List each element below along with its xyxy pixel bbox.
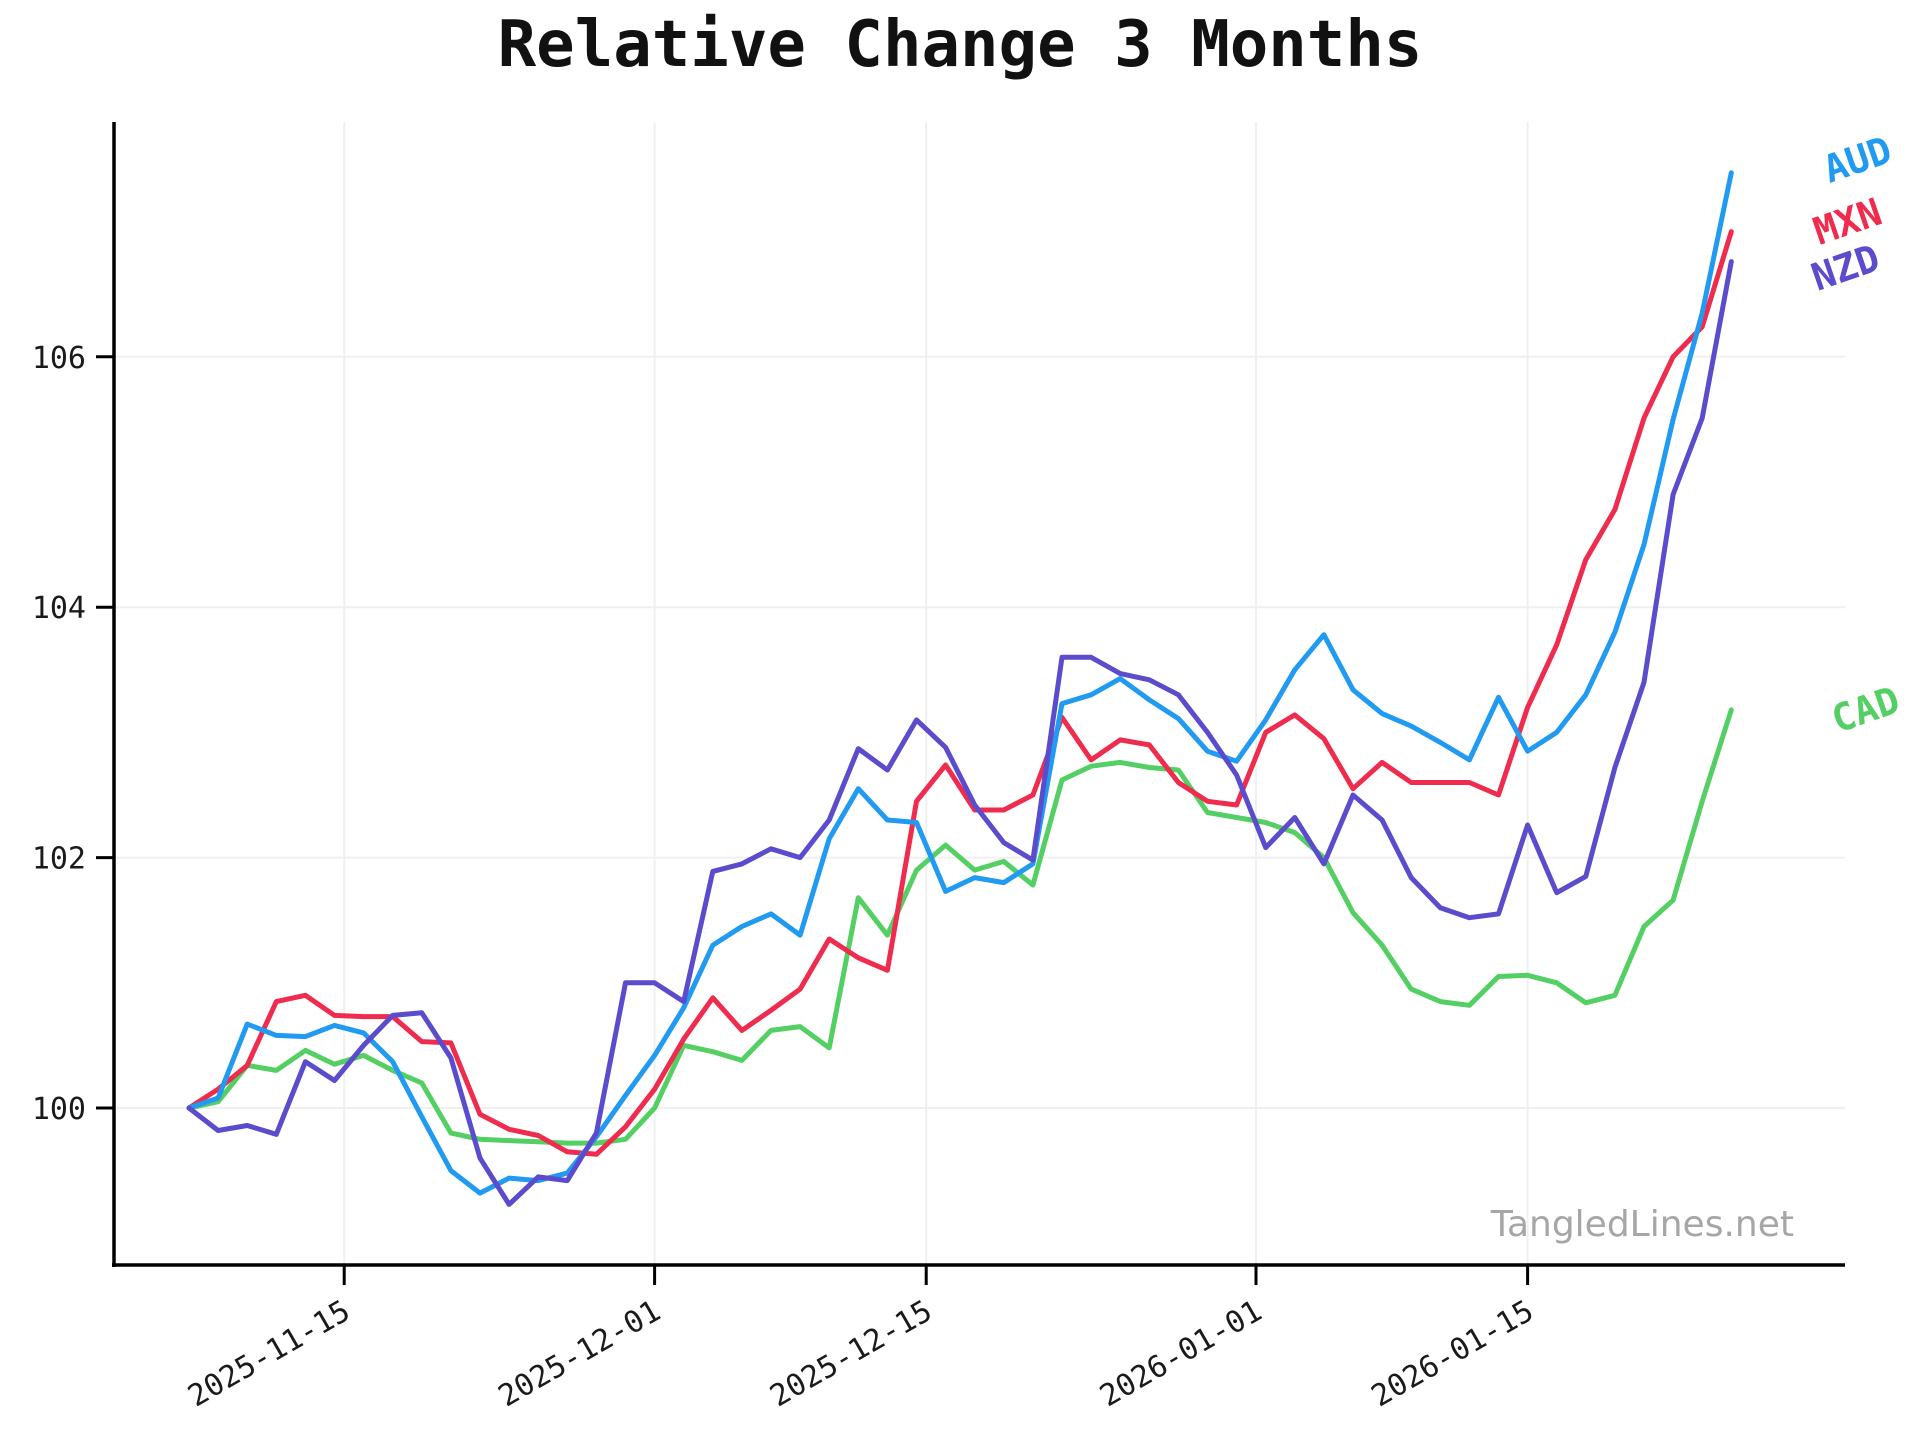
series-line-cad bbox=[186, 707, 1734, 1146]
series-line-nzd bbox=[186, 259, 1734, 1207]
x-tick-label: 2025-12-01 bbox=[493, 1294, 667, 1415]
y-tick-label: 102 bbox=[32, 842, 86, 877]
x-tick-label: 2026-01-15 bbox=[1366, 1294, 1540, 1415]
chart-title: Relative Change 3 Months bbox=[497, 8, 1423, 82]
series-line-mxn bbox=[186, 229, 1734, 1157]
x-tick-label: 2025-11-15 bbox=[182, 1294, 356, 1415]
y-tick-label: 104 bbox=[32, 591, 86, 626]
y-tick-label: 100 bbox=[32, 1092, 86, 1127]
y-tick-label: 106 bbox=[32, 341, 86, 376]
watermark: TangledLines.net bbox=[1490, 1204, 1794, 1245]
x-tick-label: 2026-01-01 bbox=[1094, 1294, 1268, 1415]
series-line-aud bbox=[186, 170, 1734, 1196]
x-tick-label: 2025-12-15 bbox=[764, 1294, 938, 1415]
